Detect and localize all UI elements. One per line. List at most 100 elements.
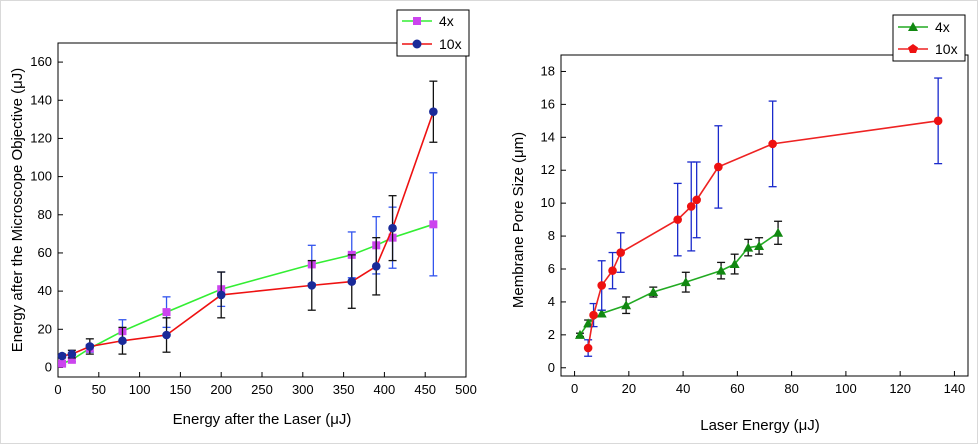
y-tick-label: 2 <box>548 327 555 342</box>
data-point <box>692 195 701 205</box>
data-point <box>57 351 67 361</box>
y-tick-label: 40 <box>38 283 52 298</box>
y-tick-label: 100 <box>30 169 52 184</box>
y-tick-label: 16 <box>541 96 555 111</box>
data-point <box>729 259 740 269</box>
x-tick-label: 20 <box>622 381 636 396</box>
data-point <box>85 342 95 351</box>
data-point <box>58 359 67 368</box>
x-tick-label: 60 <box>730 381 744 396</box>
x-tick-label: 500 <box>455 382 477 397</box>
data-point <box>743 242 754 252</box>
y-tick-label: 0 <box>45 359 52 374</box>
series-line <box>61 111 435 357</box>
x-tick-label: 140 <box>944 381 966 396</box>
series-10x <box>57 80 438 361</box>
data-point <box>933 116 943 126</box>
x-tick-label: 300 <box>292 382 314 397</box>
data-point <box>388 223 397 233</box>
chart-left-legend: 4x 10x <box>396 9 470 57</box>
chart-right-series <box>574 77 943 357</box>
legend-label-4x: 4x <box>935 19 950 35</box>
chart-left-y-ticks: 0 20 40 60 80 100 120 140 160 <box>30 54 63 374</box>
data-point <box>616 248 625 257</box>
y-tick-label: 60 <box>38 245 52 260</box>
x-tick-label: 450 <box>414 382 436 397</box>
chart-left-series <box>57 80 438 368</box>
y-tick-label: 18 <box>541 63 555 78</box>
chart-left-x-axis-label: Energy after the Laser (μJ) <box>173 411 352 428</box>
series-4x <box>574 220 784 339</box>
y-tick-label: 14 <box>541 129 555 144</box>
chart-right: 0 20 40 60 80 100 120 140 0 2 4 6 8 10 12 14 16 18 Laser… <box>510 14 969 434</box>
data-point <box>648 287 659 297</box>
x-tick-label: 150 <box>170 382 192 397</box>
y-tick-label: 6 <box>548 261 555 276</box>
data-point <box>768 139 777 149</box>
data-point <box>714 162 723 172</box>
chart-right-y-axis-label: Membrane Pore Size (μm) <box>510 132 527 308</box>
data-point <box>686 202 696 211</box>
y-tick-label: 140 <box>30 92 52 107</box>
data-point <box>216 290 226 300</box>
x-tick-label: 0 <box>571 381 578 396</box>
chart-right-x-axis-label: Laser Energy (μJ) <box>700 417 820 434</box>
data-point <box>67 355 76 364</box>
data-point <box>162 308 171 317</box>
data-point <box>583 343 593 353</box>
y-tick-label: 120 <box>30 130 52 145</box>
data-point <box>589 310 598 320</box>
chart-left-legend-box <box>396 9 470 57</box>
x-tick-label: 50 <box>92 382 106 397</box>
x-tick-label: 200 <box>210 382 232 397</box>
chart-right-legend-box <box>892 14 966 62</box>
x-tick-label: 120 <box>889 381 911 396</box>
legend-marker-10x <box>908 44 918 53</box>
data-point <box>773 227 784 237</box>
data-point <box>347 277 357 286</box>
x-tick-label: 350 <box>333 382 355 397</box>
y-tick-label: 80 <box>38 207 52 222</box>
data-point <box>754 240 765 250</box>
y-tick-label: 0 <box>548 360 555 375</box>
y-tick-label: 4 <box>548 294 555 309</box>
y-tick-label: 8 <box>548 228 555 243</box>
series-4x <box>58 172 438 368</box>
legend-marker-4x <box>908 22 918 31</box>
x-tick-label: 100 <box>835 381 857 396</box>
data-point <box>118 336 127 346</box>
data-point <box>716 265 727 275</box>
x-tick-label: 80 <box>784 381 798 396</box>
legend-label-10x: 10x <box>935 41 958 57</box>
data-point <box>621 300 632 310</box>
data-point <box>371 262 381 271</box>
legend-label-4x: 4x <box>439 13 454 29</box>
data-point <box>67 349 77 359</box>
legend-label-10x: 10x <box>439 36 462 52</box>
x-tick-label: 250 <box>251 382 273 397</box>
chart-right-plot-area <box>560 54 969 377</box>
data-point <box>162 330 171 340</box>
chart-left-x-ticks: 0 50 100 150 200 250 300 350 400 450 500 <box>54 372 477 397</box>
chart-right-x-ticks: 0 20 40 60 80 100 120 140 <box>571 371 965 396</box>
chart-left-y-axis-label: Energy after the Microscope Objective (μ… <box>9 68 26 353</box>
data-point <box>597 281 606 290</box>
series-line <box>587 120 939 349</box>
data-point <box>574 329 585 339</box>
y-tick-label: 10 <box>541 195 555 210</box>
y-tick-label: 12 <box>541 162 555 177</box>
x-tick-label: 40 <box>676 381 690 396</box>
x-tick-label: 0 <box>54 382 61 397</box>
series-10x <box>583 77 943 357</box>
legend-marker-4x <box>413 17 421 25</box>
data-point <box>673 215 682 224</box>
data-point <box>596 308 607 318</box>
chart-right-legend: 4x 10x <box>892 14 966 62</box>
chart-right-y-ticks: 0 2 4 6 8 10 12 14 16 18 <box>541 63 566 375</box>
legend-marker-10x <box>412 39 422 49</box>
data-point <box>429 220 438 229</box>
y-tick-label: 20 <box>38 321 52 336</box>
data-point <box>307 281 317 290</box>
chart-left: 0 50 100 150 200 250 300 350 400 450 500 0 20 40 60 80… <box>9 9 477 428</box>
